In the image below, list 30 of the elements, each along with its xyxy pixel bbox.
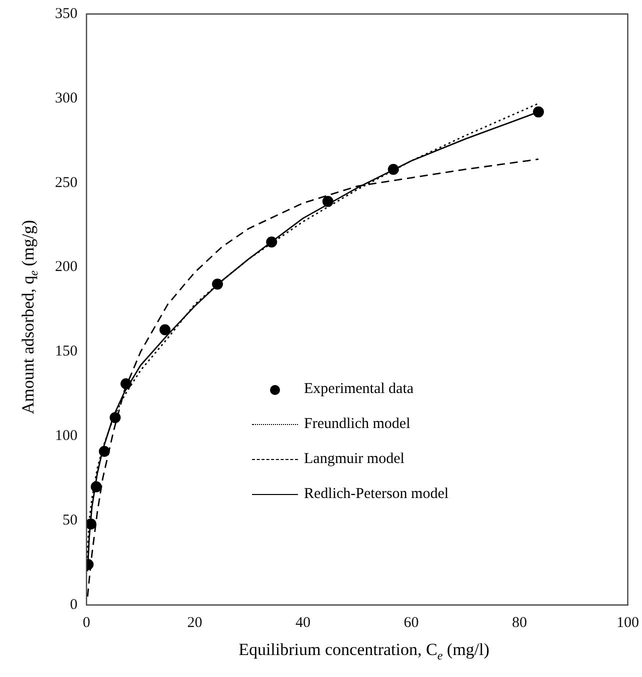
y-tick-label: 350 — [55, 6, 78, 22]
y-tick-label: 300 — [55, 90, 78, 106]
point — [266, 236, 278, 248]
point — [388, 164, 399, 175]
x-tick-label: 0 — [82, 614, 90, 631]
legend-label: Experimental data — [304, 381, 414, 398]
y-tick-label: 0 — [70, 596, 78, 613]
point — [532, 106, 544, 118]
point — [212, 278, 223, 290]
y-tick-label: 150 — [55, 344, 78, 360]
legend-label: Redlich-Peterson model — [304, 486, 449, 503]
x-tick-label: 80 — [512, 614, 527, 631]
y-tick-label: 100 — [55, 428, 78, 444]
x-tick-label: 100 — [616, 614, 639, 631]
y-tick-label: 250 — [55, 174, 78, 191]
x-tick-label: 40 — [296, 614, 310, 631]
point — [110, 412, 121, 424]
legend-label: Freundlich model — [304, 416, 410, 433]
legend-label: Langmuir model — [304, 451, 404, 468]
y-tick-label: 200 — [55, 259, 78, 276]
x-tick-label: 20 — [187, 614, 202, 631]
point — [159, 324, 170, 336]
x-axis-title: Equilibrium concentration, C$_{e}$ (mg/l) — [238, 640, 490, 664]
point — [322, 196, 334, 207]
point — [90, 481, 102, 492]
point — [98, 446, 110, 457]
point — [120, 378, 132, 390]
point — [86, 518, 96, 530]
x-tick-label: 60 — [404, 614, 419, 631]
y-tick-label: 50 — [62, 512, 78, 529]
